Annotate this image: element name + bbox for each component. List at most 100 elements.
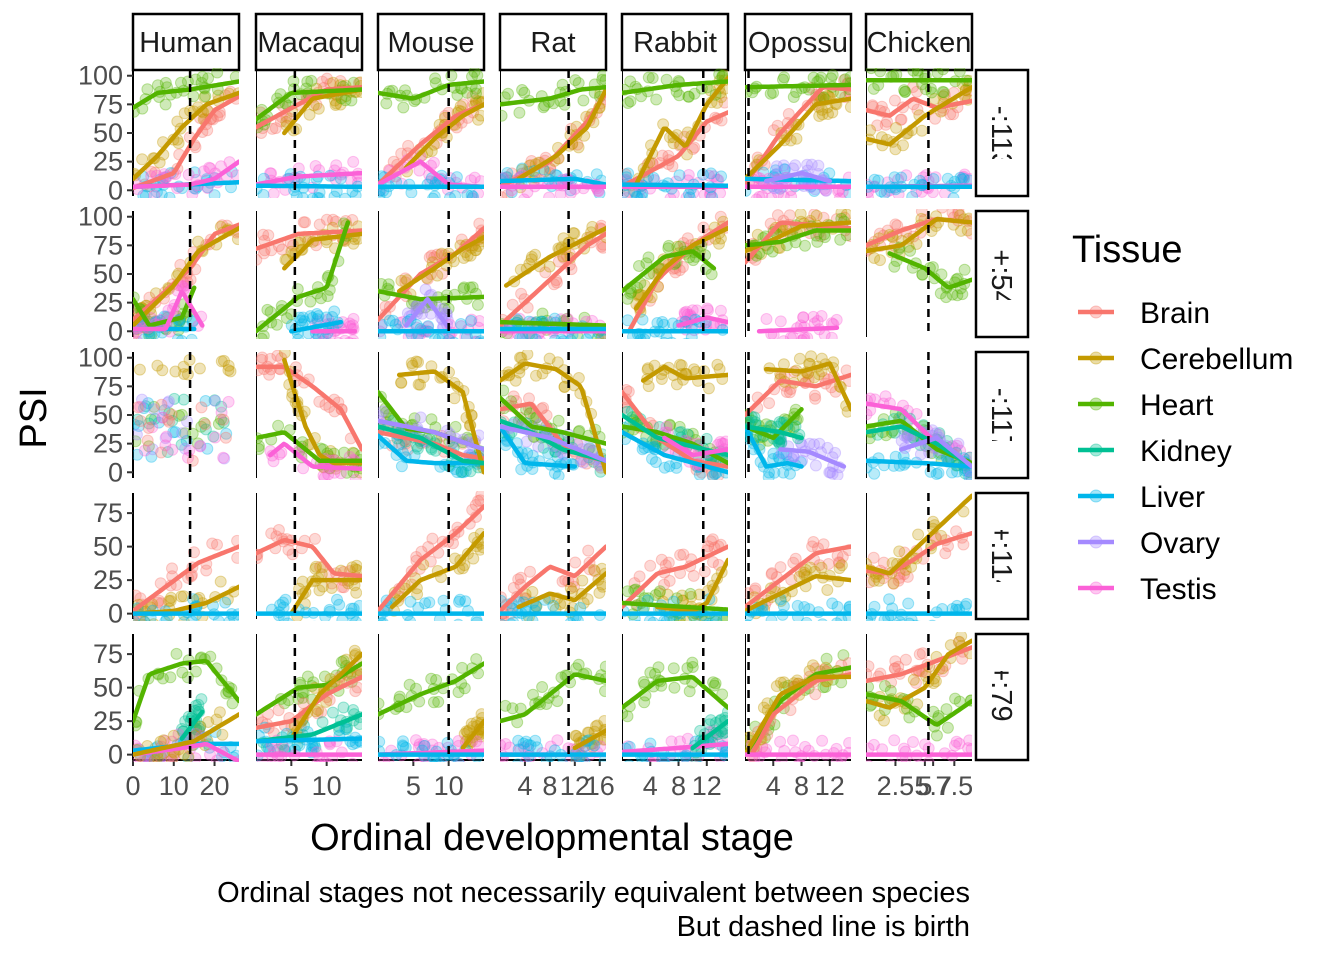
panel-r4-c0 <box>133 634 239 762</box>
legend-key-point <box>1089 535 1103 549</box>
row-strip-label: 1:-:1136 <box>985 81 1017 185</box>
data-point-liver <box>138 402 150 415</box>
data-point-liver <box>427 192 439 198</box>
data-point-liver <box>142 397 155 410</box>
data-point-cerebellum <box>192 235 205 248</box>
data-point-brain <box>272 524 285 536</box>
data-point-testis <box>773 760 782 762</box>
data-point-heart <box>468 68 481 78</box>
data-point-brain <box>774 561 787 574</box>
data-point-testis <box>435 756 448 762</box>
data-point-liver <box>429 333 442 339</box>
data-point-liver <box>133 418 141 431</box>
data-point-testis <box>159 439 172 452</box>
data-point-liver <box>682 337 690 339</box>
data-point-liver <box>290 190 303 198</box>
data-point-heart <box>198 417 211 429</box>
x-tick-label: 8 <box>794 771 809 801</box>
data-point-brain <box>195 401 208 414</box>
data-point-brain <box>913 648 926 661</box>
data-point-cerebellum <box>474 730 484 743</box>
data-point-liver <box>769 164 782 177</box>
data-point-heart <box>898 85 911 98</box>
data-point-heart <box>778 71 791 84</box>
data-point-liver <box>522 738 535 751</box>
data-point-cerebellum <box>591 719 604 732</box>
data-point-liver <box>453 595 465 608</box>
data-point-brain <box>879 118 892 131</box>
data-point-cerebellum <box>676 589 689 602</box>
trend-line-brain <box>256 364 362 452</box>
data-point-testis <box>468 171 481 184</box>
data-point-brain <box>686 143 699 155</box>
data-point-heart <box>215 413 227 426</box>
data-point-liver <box>658 757 670 762</box>
data-point-brain <box>877 556 890 569</box>
data-point-cerebellum <box>167 729 180 742</box>
data-point-liver <box>666 336 677 339</box>
data-point-brain <box>474 494 484 507</box>
trend-line-kidney <box>179 709 205 741</box>
data-point-cerebellum <box>214 575 227 588</box>
data-point-liver <box>428 190 441 198</box>
data-point-ovary <box>419 283 432 296</box>
data-point-liver <box>549 334 561 339</box>
data-point-testis <box>521 760 530 762</box>
data-point-liver <box>630 190 643 198</box>
data-point-cerebellum <box>840 209 851 221</box>
data-point-heart <box>256 440 265 452</box>
data-point-liver <box>640 759 650 762</box>
data-point-heart <box>518 86 531 99</box>
trend-line-heart <box>256 661 362 717</box>
data-point-liver <box>297 311 309 324</box>
data-point-testis <box>347 334 359 339</box>
data-point-heart <box>668 681 681 694</box>
data-point-testis <box>317 469 330 480</box>
data-point-cerebellum <box>425 145 438 158</box>
data-point-brain <box>269 122 282 135</box>
data-point-liver <box>706 190 718 198</box>
data-point-liver <box>636 187 649 198</box>
data-point-liver <box>138 615 151 621</box>
data-point-heart <box>654 585 666 598</box>
data-point-heart <box>874 68 887 78</box>
data-point-liver <box>524 739 537 752</box>
panel-r1-c6 <box>866 209 972 337</box>
x-tick-label: 5.7 <box>914 771 952 801</box>
data-point-liver <box>199 395 212 407</box>
y-tick-label: 0 <box>108 740 123 770</box>
panel-r4-c3 <box>500 634 606 762</box>
data-point-brain <box>423 251 436 264</box>
data-point-liver <box>526 449 539 462</box>
data-point-brain <box>507 581 520 594</box>
data-point-heart <box>903 711 916 724</box>
data-point-liver <box>580 333 593 339</box>
data-point-heart <box>536 307 549 320</box>
data-point-testis <box>956 171 969 184</box>
legend-key-point <box>1089 443 1103 457</box>
data-point-cerebellum <box>474 543 484 556</box>
data-point-brain <box>257 228 270 241</box>
data-point-brain <box>537 401 550 414</box>
data-point-heart <box>189 73 202 86</box>
legend-item-label: Heart <box>1140 389 1214 422</box>
data-point-brain <box>133 401 144 414</box>
data-point-heart <box>708 679 721 692</box>
data-point-cerebellum <box>887 577 900 590</box>
data-point-heart <box>382 278 395 291</box>
data-point-testis <box>265 167 278 180</box>
data-point-brain <box>395 147 408 160</box>
data-point-liver <box>133 614 140 621</box>
data-point-ovary <box>176 427 189 440</box>
data-point-cerebellum <box>826 106 839 119</box>
data-point-testis <box>230 169 239 182</box>
data-point-heart <box>949 692 962 705</box>
data-point-kidney <box>719 726 728 739</box>
data-point-cerebellum <box>572 141 585 154</box>
species-strip-5: Opossu <box>743 12 853 72</box>
data-point-liver <box>306 192 319 198</box>
data-point-liver <box>888 171 901 184</box>
row-strip-label: 8:+:544 <box>985 225 1017 323</box>
y-tick-label: 25 <box>93 288 123 318</box>
data-point-brain <box>952 209 965 217</box>
